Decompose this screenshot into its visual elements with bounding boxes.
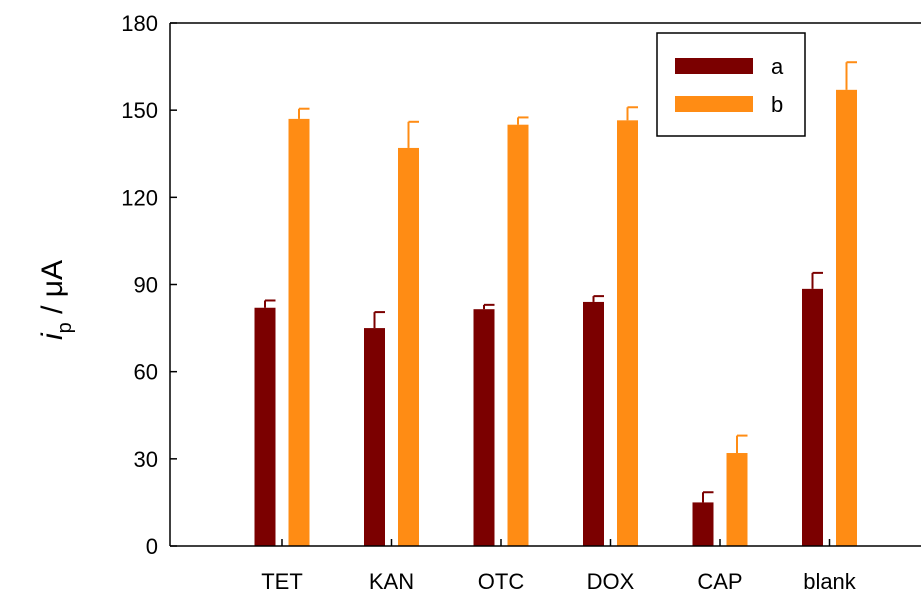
legend-label-a: a [771, 54, 784, 79]
y-tick-label: 120 [121, 185, 158, 210]
bars-layer [254, 89, 857, 547]
y-tick-label: 150 [121, 98, 158, 123]
ticks-layer: 0 30 60 90 120 150 180 TET KAN OTC DOX CAP blank [121, 11, 857, 594]
bar-a-OTC [473, 309, 495, 546]
x-tick-label: blank [803, 569, 857, 594]
legend-box [656, 32, 806, 137]
bar-a-KAN [364, 328, 385, 546]
bar-b-OTC [507, 124, 529, 546]
bar-b-DOX [617, 120, 638, 546]
y-tick-label: 180 [121, 11, 158, 36]
y-tick-label: 0 [146, 534, 158, 559]
bar-a-CAP [692, 502, 714, 546]
legend-swatch-b [675, 96, 753, 112]
x-tick-label: KAN [369, 569, 414, 594]
legend-label-b: b [771, 92, 783, 117]
bar-a-TET [254, 307, 276, 546]
bar-b-TET [288, 118, 310, 546]
x-tick-label: CAP [697, 569, 742, 594]
y-axis-label: ip / μA [36, 260, 76, 340]
y-axis-label-subscript: p [54, 322, 76, 333]
bar-b-blank [836, 89, 857, 547]
y-tick-label: 90 [134, 273, 158, 298]
bar-b-CAP [726, 453, 748, 546]
x-tick-label: TET [261, 569, 303, 594]
error-bars-layer [264, 61, 857, 503]
y-axis-label-italic: i [36, 332, 69, 340]
y-axis-label-unit: / μA [36, 260, 69, 322]
x-tick-label: DOX [587, 569, 635, 594]
legend: ab [656, 32, 806, 137]
bar-b-KAN [398, 147, 419, 546]
y-tick-label: 60 [134, 360, 158, 385]
bar-a-DOX [583, 301, 604, 546]
legend-swatch-a [675, 58, 753, 74]
y-tick-label: 30 [134, 447, 158, 472]
bar-a-blank [802, 288, 823, 546]
x-tick-label: OTC [478, 569, 525, 594]
